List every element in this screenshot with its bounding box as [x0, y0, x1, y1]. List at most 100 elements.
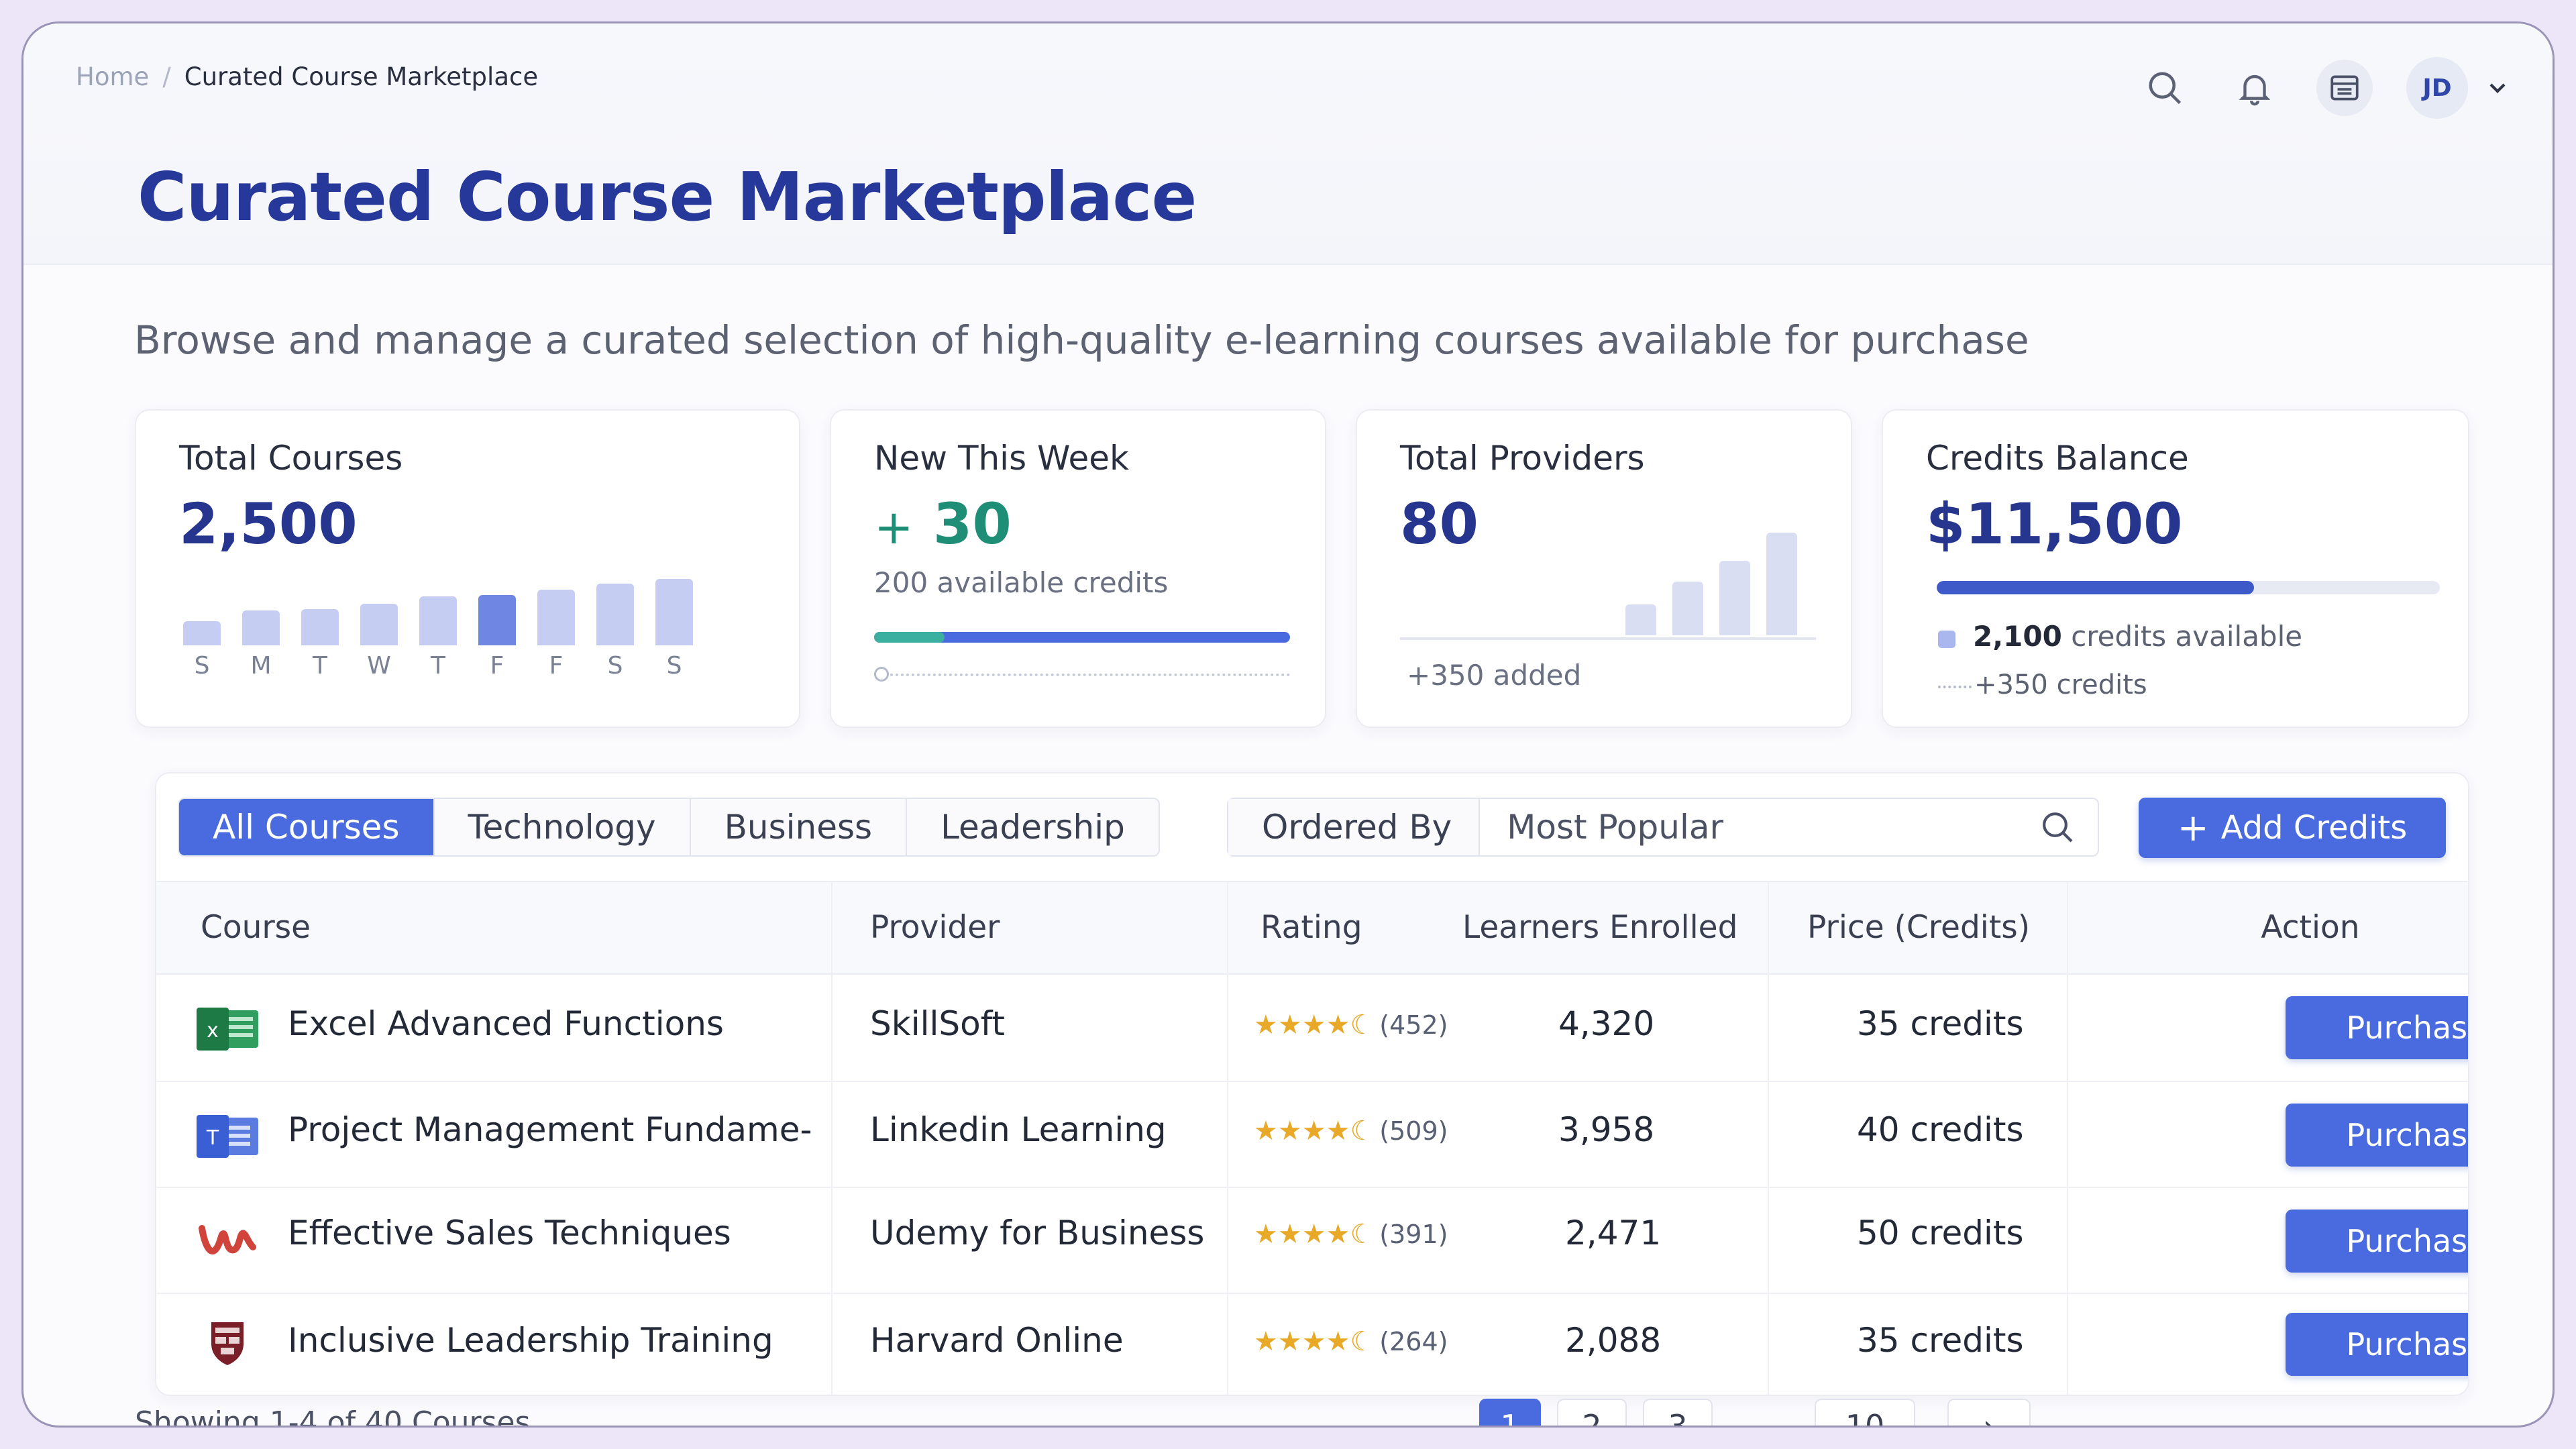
provider-name: Harvard Online	[870, 1321, 1124, 1360]
top-actions: JD	[2137, 57, 2511, 119]
available-credits-text: 200 available credits	[874, 566, 1169, 599]
table-row[interactable]: Effective Sales Techniques Udemy for Bus…	[156, 1188, 2468, 1294]
teams-icon: T	[197, 1115, 258, 1158]
inbox-button[interactable]	[2316, 60, 2373, 116]
header-course[interactable]: Course	[201, 909, 311, 946]
progress-dotted-track	[874, 674, 1290, 676]
review-count: (264)	[1379, 1327, 1448, 1356]
breadcrumb-home-link[interactable]: Home	[76, 62, 150, 91]
sort-search-box[interactable]: Ordered By Most Popular	[1227, 798, 2099, 857]
total-courses-card: Total Courses 2,500 S M T W T F F S S	[135, 409, 800, 728]
provider-growth-bar	[1625, 604, 1656, 635]
purchase-button[interactable]: Purchase	[2286, 1313, 2468, 1376]
plus-icon: +	[2177, 806, 2209, 850]
provider-growth-bar	[1719, 561, 1750, 635]
weekly-bar	[419, 596, 457, 645]
credits-balance-progress-fill	[1937, 581, 2254, 594]
providers-added-text: +350 added	[1407, 659, 1582, 692]
weekday-label: S	[607, 652, 623, 680]
new-this-week-prefix: +	[874, 500, 914, 555]
column-divider	[1227, 881, 1228, 1395]
chevron-down-icon[interactable]	[2484, 74, 2511, 101]
provider-growth-bar	[1672, 582, 1703, 635]
purchase-button[interactable]: Purchase	[2286, 1104, 2468, 1167]
table-row[interactable]: Inclusive Leadership Training Harvard On…	[156, 1294, 2468, 1395]
weekday-label: F	[549, 652, 564, 680]
learners-count: 3,958	[1558, 1110, 1655, 1149]
legend-swatch	[1938, 631, 1955, 648]
provider-name: Linkedin Learning	[870, 1110, 1167, 1149]
weekly-bar	[183, 621, 221, 645]
header-provider[interactable]: Provider	[870, 909, 1000, 946]
star-icons: ★★★★☾	[1254, 1116, 1375, 1146]
notifications-button[interactable]	[2226, 60, 2283, 116]
new-this-week-progress-fill	[874, 632, 945, 643]
credits-balance-label: Credits Balance	[1926, 439, 2189, 478]
results-count: Showing 1-4 of 40 Courses	[135, 1405, 531, 1428]
page-3-button[interactable]: 3	[1643, 1399, 1713, 1426]
user-menu[interactable]: JD	[2406, 57, 2511, 119]
legend-dotted-line	[1938, 686, 1972, 688]
next-page-button[interactable]: ›	[1947, 1399, 2031, 1426]
header-rating[interactable]: Rating	[1260, 909, 1362, 946]
learners-count: 4,320	[1558, 1004, 1655, 1043]
weekly-bar	[478, 595, 516, 645]
course-price: 35 credits	[1857, 1004, 2024, 1043]
inbox-icon	[2330, 75, 2359, 101]
page-1-button[interactable]: 1	[1479, 1399, 1541, 1426]
header-learners[interactable]: Learners Enrolled	[1462, 909, 1738, 946]
credits-balance-card: Credits Balance $11,500 2,100 credits av…	[1882, 409, 2469, 728]
weekday-label: S	[194, 652, 210, 680]
course-name[interactable]: Excel Advanced Functions	[288, 1004, 724, 1043]
review-count: (509)	[1379, 1116, 1448, 1146]
search-button[interactable]	[2137, 60, 2193, 116]
search-icon	[2149, 72, 2182, 105]
weekly-courses-bar-chart	[183, 558, 720, 645]
pagination-ellipsis: ...	[1748, 1407, 1776, 1428]
rating-stars: ★★★★☾ (509)	[1254, 1116, 1448, 1146]
header-price[interactable]: Price (Credits)	[1807, 909, 2031, 946]
table-row[interactable]: x Excel Advanced Functions SkillSoft ★★★…	[156, 976, 2468, 1082]
total-providers-value: 80	[1400, 491, 1479, 557]
credits-available-text: 2,100 credits available	[1973, 620, 2302, 653]
column-divider	[1768, 881, 1769, 1395]
table-row[interactable]: T Project Management Fundame- Linkedin L…	[156, 1082, 2468, 1188]
sort-select[interactable]: Most Popular	[1507, 808, 1724, 847]
learners-count: 2,471	[1565, 1214, 1662, 1252]
page-10-button[interactable]: 10	[1815, 1399, 1915, 1426]
providers-bar-chart	[1625, 521, 1813, 635]
review-count: (452)	[1379, 1010, 1448, 1040]
page-subtitle: Browse and manage a curated selection of…	[134, 317, 2029, 363]
sort-search-button[interactable]	[2017, 808, 2098, 846]
learners-count: 2,088	[1565, 1321, 1662, 1360]
tab-leadership[interactable]: Leadership	[907, 799, 1159, 855]
weekly-bar	[242, 610, 280, 645]
avatar[interactable]: JD	[2406, 57, 2468, 119]
page-2-button[interactable]: 2	[1557, 1399, 1627, 1426]
tab-business[interactable]: Business	[690, 799, 908, 855]
course-name[interactable]: Project Management Fundame-	[288, 1110, 812, 1149]
star-icons: ★★★★☾	[1254, 1219, 1375, 1250]
purchase-button[interactable]: Purchase	[2286, 1210, 2468, 1273]
course-name[interactable]: Inclusive Leadership Training	[288, 1321, 773, 1360]
column-divider	[2067, 881, 2068, 1395]
progress-dot-marker	[874, 667, 889, 682]
tab-all-courses[interactable]: All Courses	[179, 799, 435, 855]
star-icons: ★★★★☾	[1254, 1326, 1375, 1357]
new-this-week-label: New This Week	[874, 439, 1130, 478]
breadcrumb: Home / Curated Course Marketplace	[76, 62, 538, 91]
total-providers-label: Total Providers	[1400, 439, 1645, 478]
new-this-week-number: 30	[932, 491, 1012, 557]
review-count: (391)	[1379, 1220, 1448, 1249]
rating-stars: ★★★★☾ (264)	[1254, 1326, 1448, 1357]
add-credits-button[interactable]: + Add Credits	[2139, 798, 2446, 858]
total-courses-label: Total Courses	[179, 439, 403, 478]
course-name[interactable]: Effective Sales Techniques	[288, 1214, 731, 1252]
weekly-bar	[537, 590, 575, 645]
total-providers-card: Total Providers 80 +350 added	[1356, 409, 1852, 728]
tab-technology[interactable]: Technology	[434, 799, 691, 855]
header-action: Action	[2261, 909, 2360, 946]
purchase-button[interactable]: Purchase	[2286, 996, 2468, 1059]
excel-icon: x	[197, 1008, 258, 1051]
